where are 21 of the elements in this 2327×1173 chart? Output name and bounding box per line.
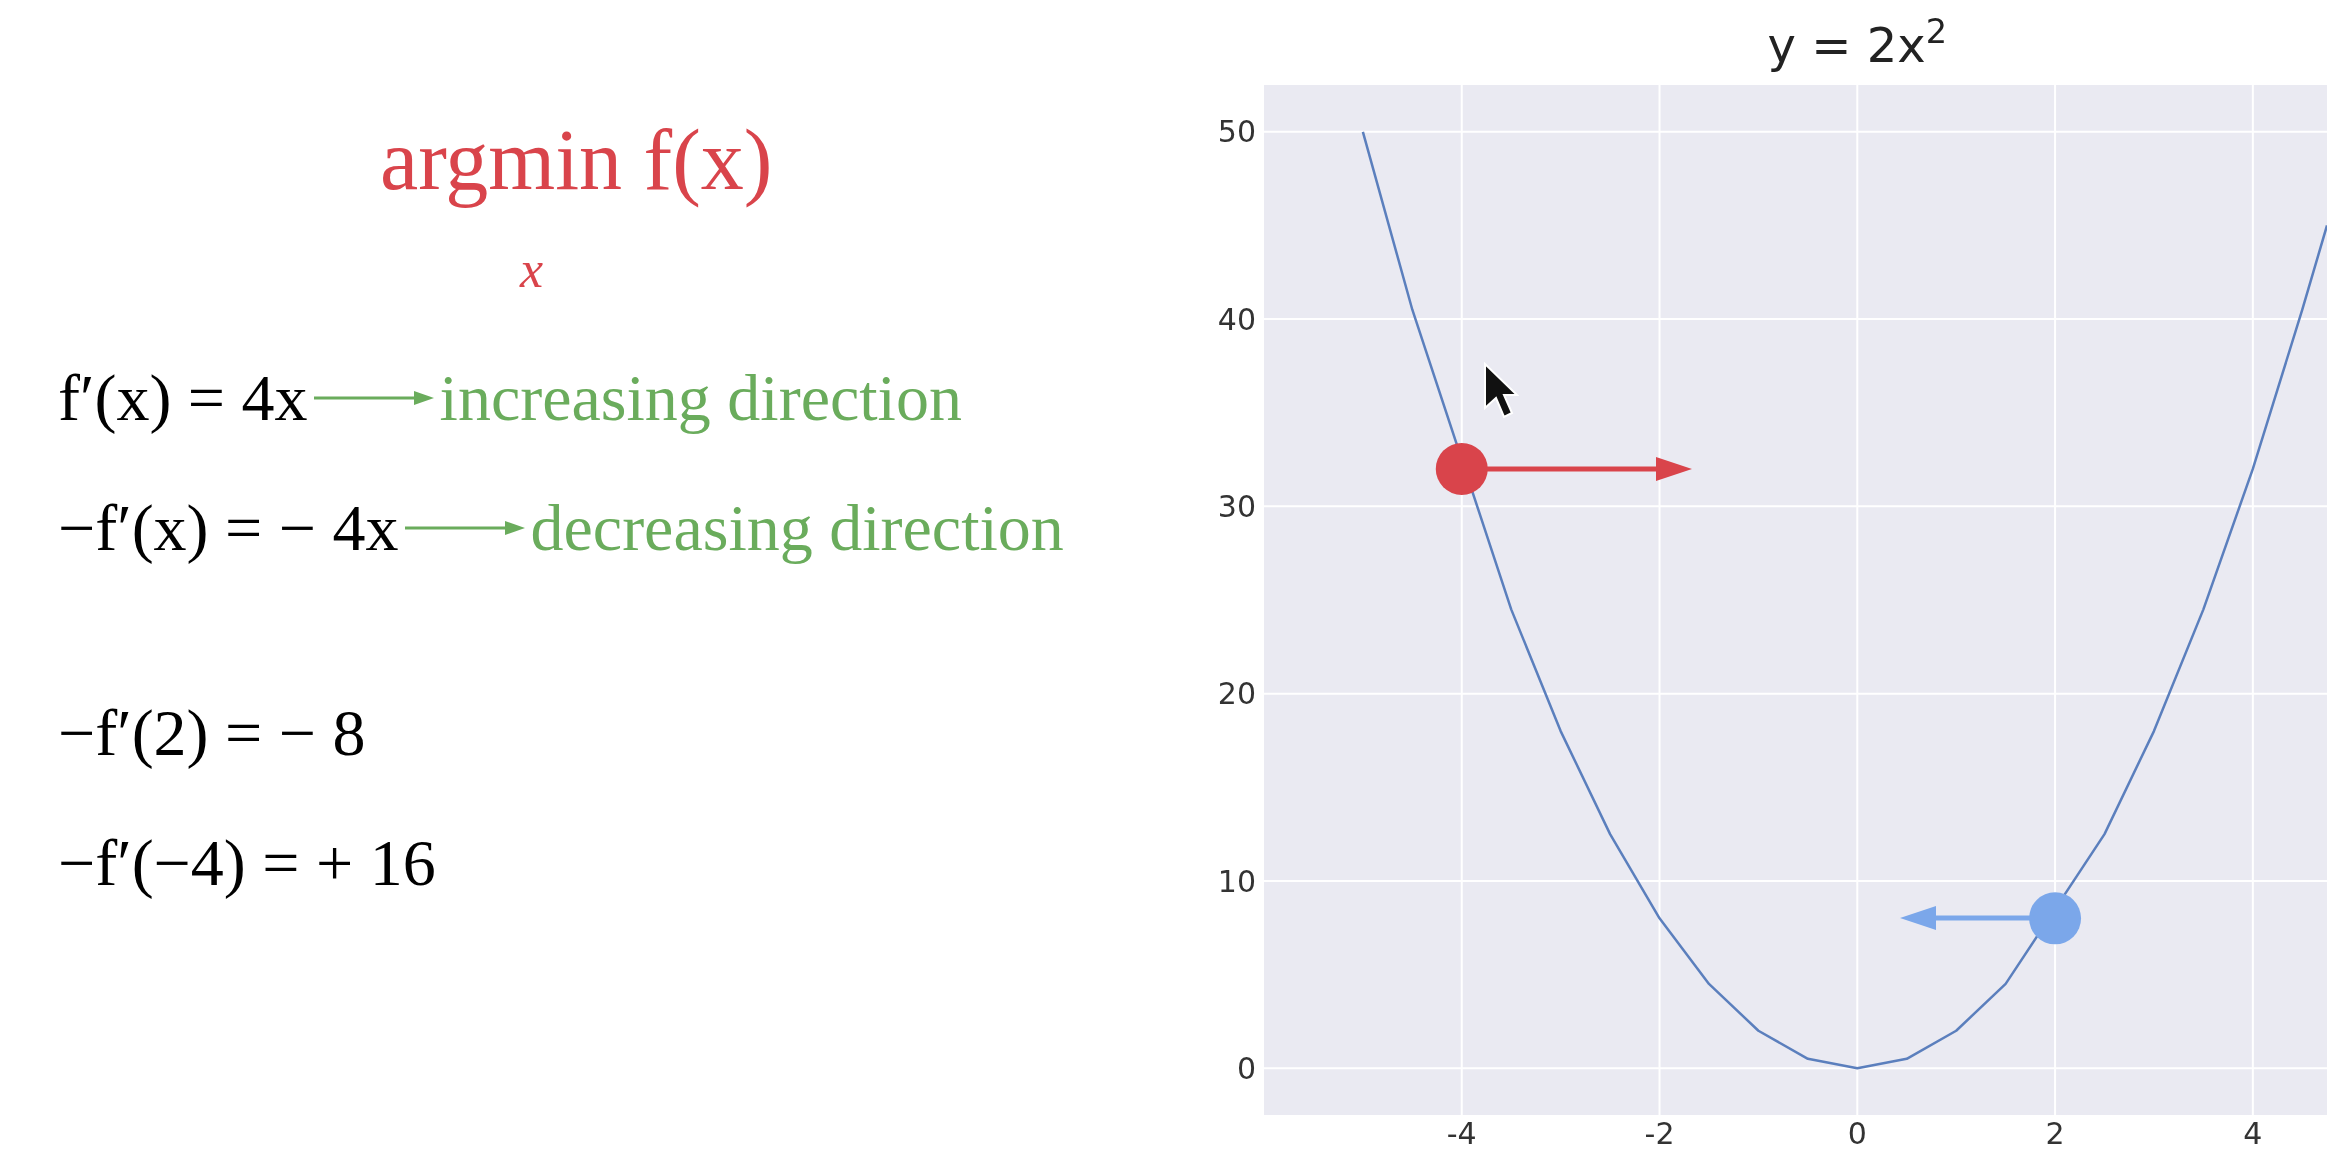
text: x (520, 240, 544, 299)
y-tick-label: 20 (1217, 676, 1256, 712)
x-tick-label: 0 (1847, 1116, 1867, 1152)
text: decreasing direction (530, 490, 1064, 566)
y-tick-label: 50 (1217, 114, 1256, 150)
y-tick-label: 30 (1217, 489, 1256, 525)
chart-title: y = 2x$^{2}$ (1767, 11, 1948, 73)
text: −f′(x) = − 4x (58, 490, 399, 566)
x-tick-label: -4 (1446, 1116, 1477, 1152)
text: −f′(−4) = + 16 (58, 825, 436, 901)
x-tick-label: -2 (1644, 1116, 1675, 1152)
text: f′(x) = 4x (58, 360, 308, 436)
text: increasing direction (439, 360, 962, 436)
line-series (1361, 130, 2327, 1070)
y-tick-label: 0 (1236, 1050, 1256, 1086)
y-tick-label: 40 (1217, 301, 1256, 337)
text: argmin f(x) (380, 111, 773, 210)
y-tick-label: 10 (1217, 863, 1256, 899)
x-tick-label: 2 (2045, 1116, 2065, 1152)
text: −f′(2) = − 8 (58, 695, 366, 771)
x-tick-label: 4 (2243, 1116, 2263, 1152)
